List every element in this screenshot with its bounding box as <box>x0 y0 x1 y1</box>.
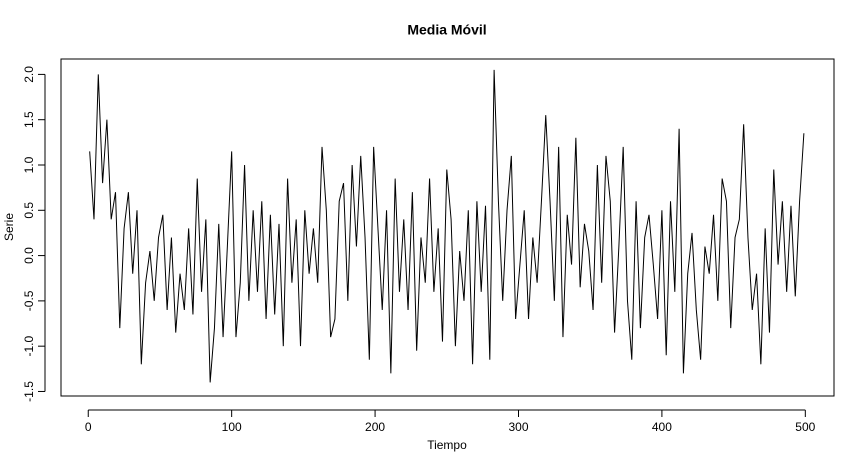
series-line <box>89 69 805 383</box>
y-tick-label: 0.5 <box>22 202 36 219</box>
x-tick-label: 500 <box>795 420 815 434</box>
y-axis-label: Serie <box>2 213 16 241</box>
y-tick-label: -0.5 <box>22 290 36 311</box>
y-tick-label: -1.5 <box>22 381 36 402</box>
y-tick-label: 0.0 <box>22 247 36 264</box>
x-tick-label: 400 <box>652 420 672 434</box>
chart-title: Media Móvil <box>407 22 486 38</box>
y-tick-label: 1.5 <box>22 111 36 128</box>
y-tick-label: 2.0 <box>22 66 36 83</box>
x-axis-label: Tiempo <box>427 438 467 452</box>
x-tick-label: 100 <box>222 420 242 434</box>
y-tick-label: -1.0 <box>22 336 36 357</box>
y-tick-label: 1.0 <box>22 156 36 173</box>
x-tick-label: 0 <box>85 420 92 434</box>
x-tick-label: 300 <box>508 420 528 434</box>
plot-box <box>60 58 835 397</box>
x-tick-label: 200 <box>365 420 385 434</box>
